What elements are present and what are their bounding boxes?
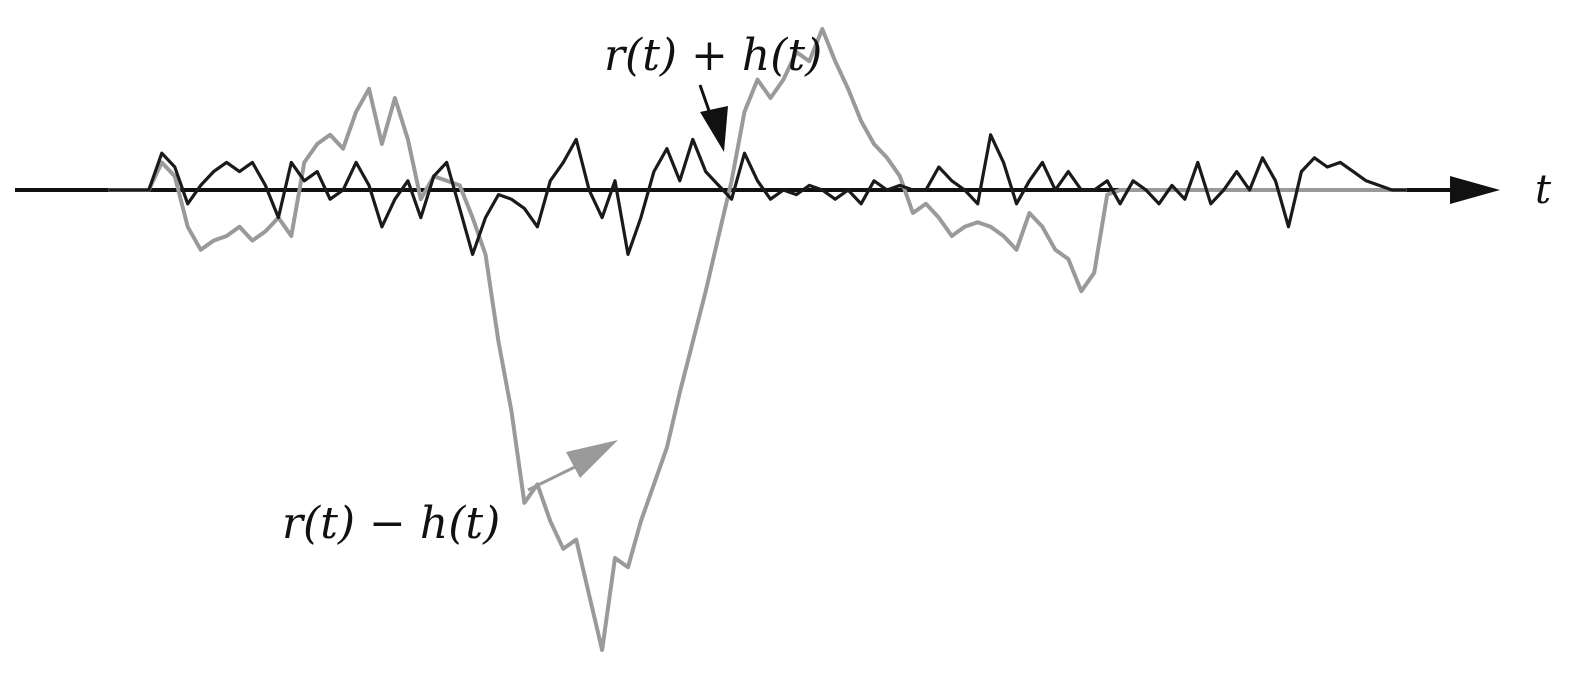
- t-axis-label: t: [1535, 167, 1552, 213]
- t-axis-arrowhead: [1450, 176, 1500, 204]
- series-layer: [108, 27, 1407, 652]
- label-r-minus-h: r(t) − h(t): [282, 498, 500, 549]
- series-r-minus-h: [108, 27, 1407, 652]
- series-r-plus-h: [108, 133, 1407, 256]
- label-r-plus-h: r(t) + h(t): [604, 30, 822, 81]
- arrow-r-minus-h: [527, 440, 618, 492]
- arrow-r-plus-h: [698, 84, 728, 152]
